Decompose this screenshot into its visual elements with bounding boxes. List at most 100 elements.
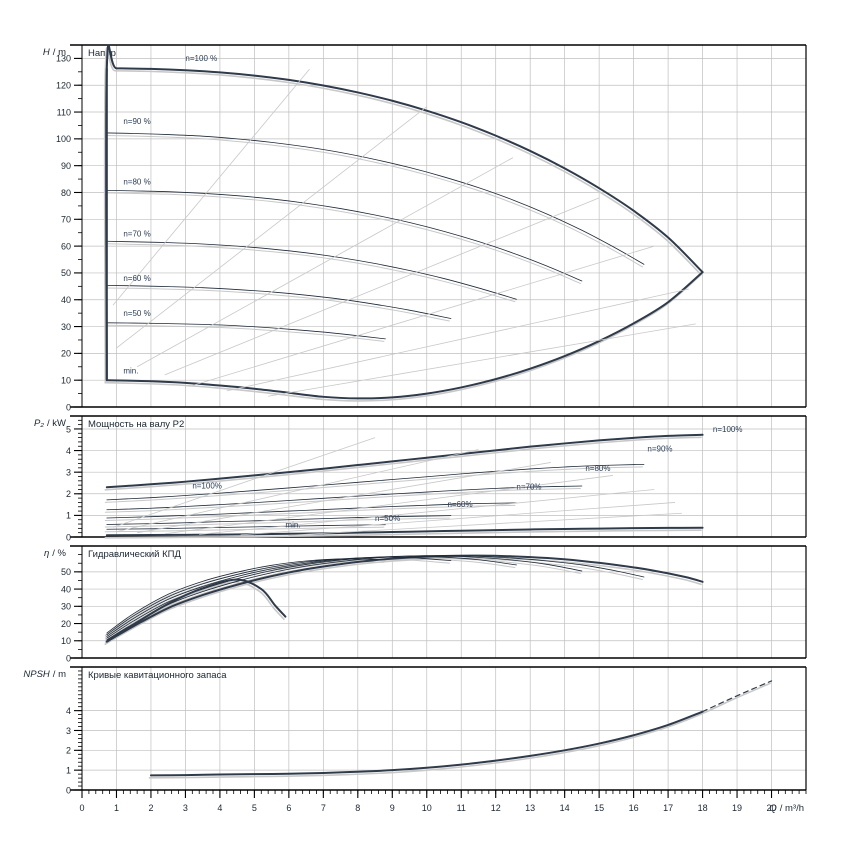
x-tick-label: 20 xyxy=(767,803,777,813)
y-tick-label: 1 xyxy=(66,511,71,521)
curve-min. xyxy=(105,578,287,643)
x-tick-label: 15 xyxy=(594,803,604,813)
curve-label: n=70 % xyxy=(123,230,150,239)
panel-title-efficiency: Гидравлический КПД xyxy=(88,549,181,560)
y-tick-label: 3 xyxy=(66,726,71,736)
ghost-curve xyxy=(103,47,702,384)
curve-NPSH-extrapolated xyxy=(701,680,773,713)
affinity-line xyxy=(192,245,655,386)
panel-power: 0 1 2 3 4 5P₂ / kW Мощность на валу P2 n=100% n=9… xyxy=(34,415,807,542)
y-axis-power: 0 1 2 3 4 5 xyxy=(66,415,82,542)
curve-NPSH xyxy=(149,710,704,777)
x-axis: 0 1 2 3 4 5 6 7 8 9 10 11 12 13 14 15 16 17 18 19 20Q / m³/h xyxy=(79,790,807,814)
y-tick-label: 80 xyxy=(61,188,71,198)
curve-n=80% xyxy=(106,189,583,282)
curves-npsh xyxy=(148,680,773,779)
y-tick-label: 40 xyxy=(61,295,71,305)
x-tick-label: 17 xyxy=(663,803,673,813)
affinity-line xyxy=(116,449,479,532)
curve-label: n=70% xyxy=(516,482,541,491)
y-tick-label: 20 xyxy=(61,349,71,359)
panel-title-head: Напор xyxy=(88,48,116,59)
y-tick-label: 2 xyxy=(66,489,71,499)
curve-label: n=100% xyxy=(192,481,222,490)
y-tick-label: 10 xyxy=(61,375,71,385)
x-tick-label: 13 xyxy=(525,803,535,813)
x-tick-label: 7 xyxy=(321,803,326,813)
curve-label: n=50% xyxy=(375,514,400,523)
y-tick-label: 4 xyxy=(66,446,71,456)
x-tick-label: 2 xyxy=(148,803,153,813)
curve-label: n=60 % xyxy=(123,274,150,283)
panel-title-power: Мощность на валу P2 xyxy=(88,419,184,430)
x-axis-label: Q / m³/h xyxy=(769,803,804,814)
y-tick-label: 50 xyxy=(61,567,71,577)
y-tick-label: 30 xyxy=(61,322,71,332)
ghost-curve xyxy=(104,243,516,303)
y-tick-label: 30 xyxy=(61,602,71,612)
ghost-curve xyxy=(104,557,702,645)
axis-label-npsh: NPSH / m xyxy=(23,669,66,680)
y-tick-label: 0 xyxy=(66,532,71,542)
x-tick-label: 0 xyxy=(79,803,84,813)
y-tick-label: 5 xyxy=(66,424,71,434)
x-tick-label: 1 xyxy=(114,803,119,813)
y-tick-label: 0 xyxy=(66,785,71,795)
ghost-curve xyxy=(104,134,643,268)
curve-label: n=80 % xyxy=(123,177,150,186)
curve-label: n=80% xyxy=(585,464,610,473)
y-axis-efficiency: 0 10 20 30 40 50 xyxy=(61,545,82,663)
ghost-curve xyxy=(104,517,450,528)
y-axis-npsh: 0 1 2 3 4 xyxy=(66,666,82,795)
ghost-curve xyxy=(104,273,702,402)
x-tick-label: 6 xyxy=(286,803,291,813)
curve-label: min. xyxy=(123,366,138,375)
affinity-line xyxy=(112,68,310,306)
affinity-line xyxy=(288,512,682,536)
x-tick-label: 3 xyxy=(183,803,188,813)
curve-min. xyxy=(105,271,704,400)
ghost-curve xyxy=(104,504,516,521)
y-tick-label: 70 xyxy=(61,215,71,225)
ghost-curve xyxy=(104,287,450,322)
affinity-line xyxy=(112,437,376,528)
curve-n=60% xyxy=(106,285,452,319)
y-tick-label: 2 xyxy=(66,746,71,756)
curve-min. xyxy=(105,526,704,537)
x-tick-label: 4 xyxy=(217,803,222,813)
affinity-line xyxy=(268,323,696,397)
y-tick-label: 3 xyxy=(66,467,71,477)
curve-n=60% xyxy=(106,556,452,636)
ghost-curve xyxy=(148,682,771,779)
affinity-line xyxy=(137,462,551,534)
y-tick-label: 10 xyxy=(61,636,71,646)
x-tick-label: 11 xyxy=(457,803,466,813)
curves-efficiency xyxy=(104,554,704,645)
curve-n=70% xyxy=(106,555,517,637)
curve-label: n=90 % xyxy=(123,117,150,126)
x-tick-label: 16 xyxy=(629,803,639,813)
ghost-curve xyxy=(104,529,702,539)
affinity-line xyxy=(199,489,655,535)
y-tick-label: 100 xyxy=(56,134,71,144)
x-tick-label: 18 xyxy=(698,803,708,813)
grid-head xyxy=(82,45,806,408)
y-tick-label: 0 xyxy=(66,653,71,663)
y-tick-label: 60 xyxy=(61,241,71,251)
ghost-curve xyxy=(104,192,581,284)
y-tick-label: 130 xyxy=(56,54,71,64)
y-tick-label: 0 xyxy=(66,402,71,412)
curve-n=90% xyxy=(106,555,645,641)
y-axis-head: 0 10 20 30 40 50 60 70 80 90 100 110 120 130 xyxy=(56,44,82,412)
panel-efficiency: 0 10 20 30 40 50 η / % Гидравлический КПД xyxy=(44,545,807,663)
curve-label: n=90% xyxy=(647,445,672,454)
ghost-curve xyxy=(104,436,702,491)
curve-label: n=100 % xyxy=(185,54,217,63)
x-tick-label: 9 xyxy=(390,803,395,813)
y-tick-label: 120 xyxy=(56,81,71,91)
ghost-curve xyxy=(104,526,385,533)
x-tick-label: 12 xyxy=(491,803,501,813)
